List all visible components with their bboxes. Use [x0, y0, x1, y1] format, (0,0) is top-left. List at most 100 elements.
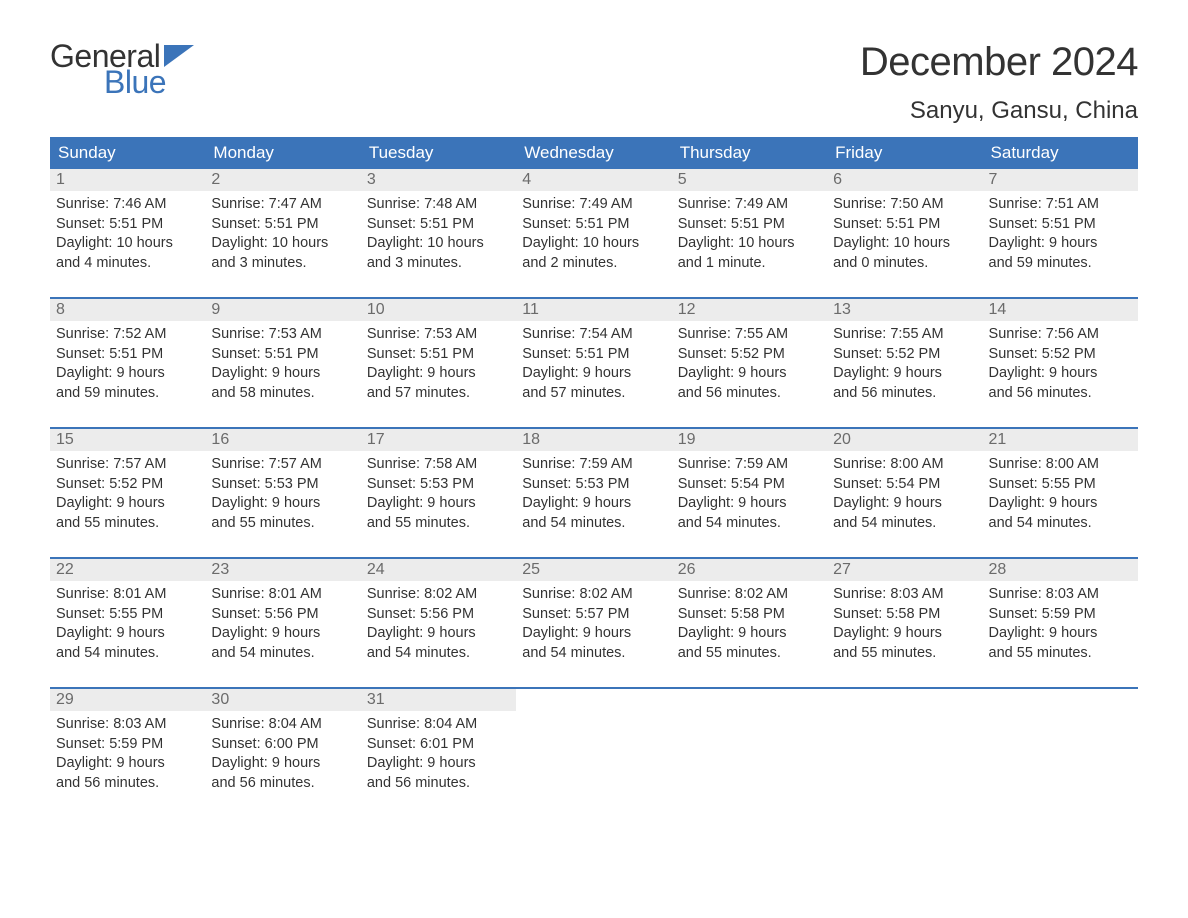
day-sunrise: Sunrise: 7:49 AM [522, 195, 665, 215]
day-sunset: Sunset: 5:53 PM [522, 475, 665, 495]
day-header: Wednesday [516, 137, 671, 169]
empty-day-cell [516, 689, 671, 817]
day-daylight2: and 54 minutes. [367, 644, 510, 664]
day-sunset: Sunset: 5:55 PM [56, 605, 199, 625]
day-sunrise: Sunrise: 7:54 AM [522, 325, 665, 345]
day-daylight1: Daylight: 9 hours [211, 364, 354, 384]
day-daylight2: and 56 minutes. [989, 384, 1132, 404]
day-cell: 4Sunrise: 7:49 AMSunset: 5:51 PMDaylight… [516, 169, 671, 297]
day-sunrise: Sunrise: 8:01 AM [211, 585, 354, 605]
day-daylight1: Daylight: 9 hours [678, 624, 821, 644]
day-daylight2: and 55 minutes. [989, 644, 1132, 664]
day-body: Sunrise: 7:49 AMSunset: 5:51 PMDaylight:… [672, 191, 827, 281]
day-number: 8 [50, 299, 205, 321]
day-sunset: Sunset: 5:51 PM [833, 215, 976, 235]
day-sunrise: Sunrise: 8:00 AM [833, 455, 976, 475]
day-daylight2: and 56 minutes. [367, 774, 510, 794]
day-body: Sunrise: 7:59 AMSunset: 5:54 PMDaylight:… [672, 451, 827, 541]
day-number: 2 [205, 169, 360, 191]
day-cell: 14Sunrise: 7:56 AMSunset: 5:52 PMDayligh… [983, 299, 1138, 427]
day-body: Sunrise: 7:52 AMSunset: 5:51 PMDaylight:… [50, 321, 205, 411]
day-daylight2: and 54 minutes. [833, 514, 976, 534]
day-daylight2: and 56 minutes. [833, 384, 976, 404]
day-daylight1: Daylight: 9 hours [522, 494, 665, 514]
day-daylight1: Daylight: 10 hours [56, 234, 199, 254]
day-cell: 20Sunrise: 8:00 AMSunset: 5:54 PMDayligh… [827, 429, 982, 557]
day-body: Sunrise: 8:01 AMSunset: 5:56 PMDaylight:… [205, 581, 360, 671]
day-number: 3 [361, 169, 516, 191]
day-header: Monday [205, 137, 360, 169]
day-sunrise: Sunrise: 7:53 AM [367, 325, 510, 345]
day-header-row: Sunday Monday Tuesday Wednesday Thursday… [50, 137, 1138, 169]
day-sunrise: Sunrise: 7:56 AM [989, 325, 1132, 345]
day-daylight1: Daylight: 9 hours [367, 754, 510, 774]
day-daylight1: Daylight: 9 hours [367, 364, 510, 384]
day-body: Sunrise: 7:51 AMSunset: 5:51 PMDaylight:… [983, 191, 1138, 281]
day-sunset: Sunset: 5:51 PM [989, 215, 1132, 235]
day-daylight1: Daylight: 10 hours [522, 234, 665, 254]
day-sunrise: Sunrise: 7:57 AM [211, 455, 354, 475]
day-sunrise: Sunrise: 7:47 AM [211, 195, 354, 215]
day-daylight1: Daylight: 9 hours [56, 364, 199, 384]
day-sunset: Sunset: 5:51 PM [678, 215, 821, 235]
day-daylight2: and 57 minutes. [522, 384, 665, 404]
day-number: 1 [50, 169, 205, 191]
day-cell: 31Sunrise: 8:04 AMSunset: 6:01 PMDayligh… [361, 689, 516, 817]
brand-word2: Blue [104, 66, 194, 98]
day-body: Sunrise: 8:03 AMSunset: 5:59 PMDaylight:… [50, 711, 205, 801]
day-sunrise: Sunrise: 7:52 AM [56, 325, 199, 345]
day-sunrise: Sunrise: 7:59 AM [678, 455, 821, 475]
day-cell: 12Sunrise: 7:55 AMSunset: 5:52 PMDayligh… [672, 299, 827, 427]
day-sunset: Sunset: 5:59 PM [56, 735, 199, 755]
day-sunrise: Sunrise: 8:02 AM [522, 585, 665, 605]
day-sunset: Sunset: 5:51 PM [211, 345, 354, 365]
day-sunset: Sunset: 5:51 PM [56, 345, 199, 365]
day-daylight1: Daylight: 9 hours [56, 624, 199, 644]
day-cell: 1Sunrise: 7:46 AMSunset: 5:51 PMDaylight… [50, 169, 205, 297]
day-daylight1: Daylight: 9 hours [211, 494, 354, 514]
day-sunrise: Sunrise: 7:51 AM [989, 195, 1132, 215]
day-sunrise: Sunrise: 7:53 AM [211, 325, 354, 345]
day-sunrise: Sunrise: 7:48 AM [367, 195, 510, 215]
day-cell: 19Sunrise: 7:59 AMSunset: 5:54 PMDayligh… [672, 429, 827, 557]
day-number: 11 [516, 299, 671, 321]
day-sunrise: Sunrise: 7:59 AM [522, 455, 665, 475]
day-daylight2: and 57 minutes. [367, 384, 510, 404]
day-sunset: Sunset: 5:56 PM [211, 605, 354, 625]
day-cell: 10Sunrise: 7:53 AMSunset: 5:51 PMDayligh… [361, 299, 516, 427]
day-daylight1: Daylight: 9 hours [56, 754, 199, 774]
day-cell: 29Sunrise: 8:03 AMSunset: 5:59 PMDayligh… [50, 689, 205, 817]
day-number: 27 [827, 559, 982, 581]
week-row: 29Sunrise: 8:03 AMSunset: 5:59 PMDayligh… [50, 687, 1138, 817]
day-sunrise: Sunrise: 7:46 AM [56, 195, 199, 215]
day-number: 20 [827, 429, 982, 451]
day-cell: 30Sunrise: 8:04 AMSunset: 6:00 PMDayligh… [205, 689, 360, 817]
day-sunset: Sunset: 5:54 PM [833, 475, 976, 495]
day-daylight2: and 55 minutes. [678, 644, 821, 664]
day-body: Sunrise: 7:54 AMSunset: 5:51 PMDaylight:… [516, 321, 671, 411]
day-sunset: Sunset: 6:00 PM [211, 735, 354, 755]
day-number: 16 [205, 429, 360, 451]
day-sunrise: Sunrise: 8:00 AM [989, 455, 1132, 475]
week-row: 1 Sunrise: 7:46 AM Sunset: 5:51 PM Daylight… [50, 169, 1138, 297]
day-body: Sunrise: 8:00 AMSunset: 5:55 PMDaylight:… [983, 451, 1138, 541]
empty-day-cell [672, 689, 827, 817]
day-daylight2: and 0 minutes. [833, 254, 976, 274]
day-cell: 9Sunrise: 7:53 AMSunset: 5:51 PMDaylight… [205, 299, 360, 427]
day-number: 25 [516, 559, 671, 581]
day-daylight1: Daylight: 9 hours [211, 754, 354, 774]
title-block: December 2024 Sanyu, Gansu, China [860, 40, 1138, 125]
empty-day-cell [983, 689, 1138, 817]
day-number: 14 [983, 299, 1138, 321]
day-sunset: Sunset: 5:53 PM [367, 475, 510, 495]
day-sunrise: Sunrise: 7:55 AM [833, 325, 976, 345]
day-daylight2: and 3 minutes. [211, 254, 354, 274]
day-daylight2: and 54 minutes. [211, 644, 354, 664]
day-daylight1: Daylight: 9 hours [522, 624, 665, 644]
day-daylight1: Daylight: 9 hours [367, 494, 510, 514]
week-row: 22Sunrise: 8:01 AMSunset: 5:55 PMDayligh… [50, 557, 1138, 687]
day-daylight2: and 59 minutes. [989, 254, 1132, 274]
day-cell: 13Sunrise: 7:55 AMSunset: 5:52 PMDayligh… [827, 299, 982, 427]
day-daylight1: Daylight: 9 hours [367, 624, 510, 644]
day-number: 21 [983, 429, 1138, 451]
